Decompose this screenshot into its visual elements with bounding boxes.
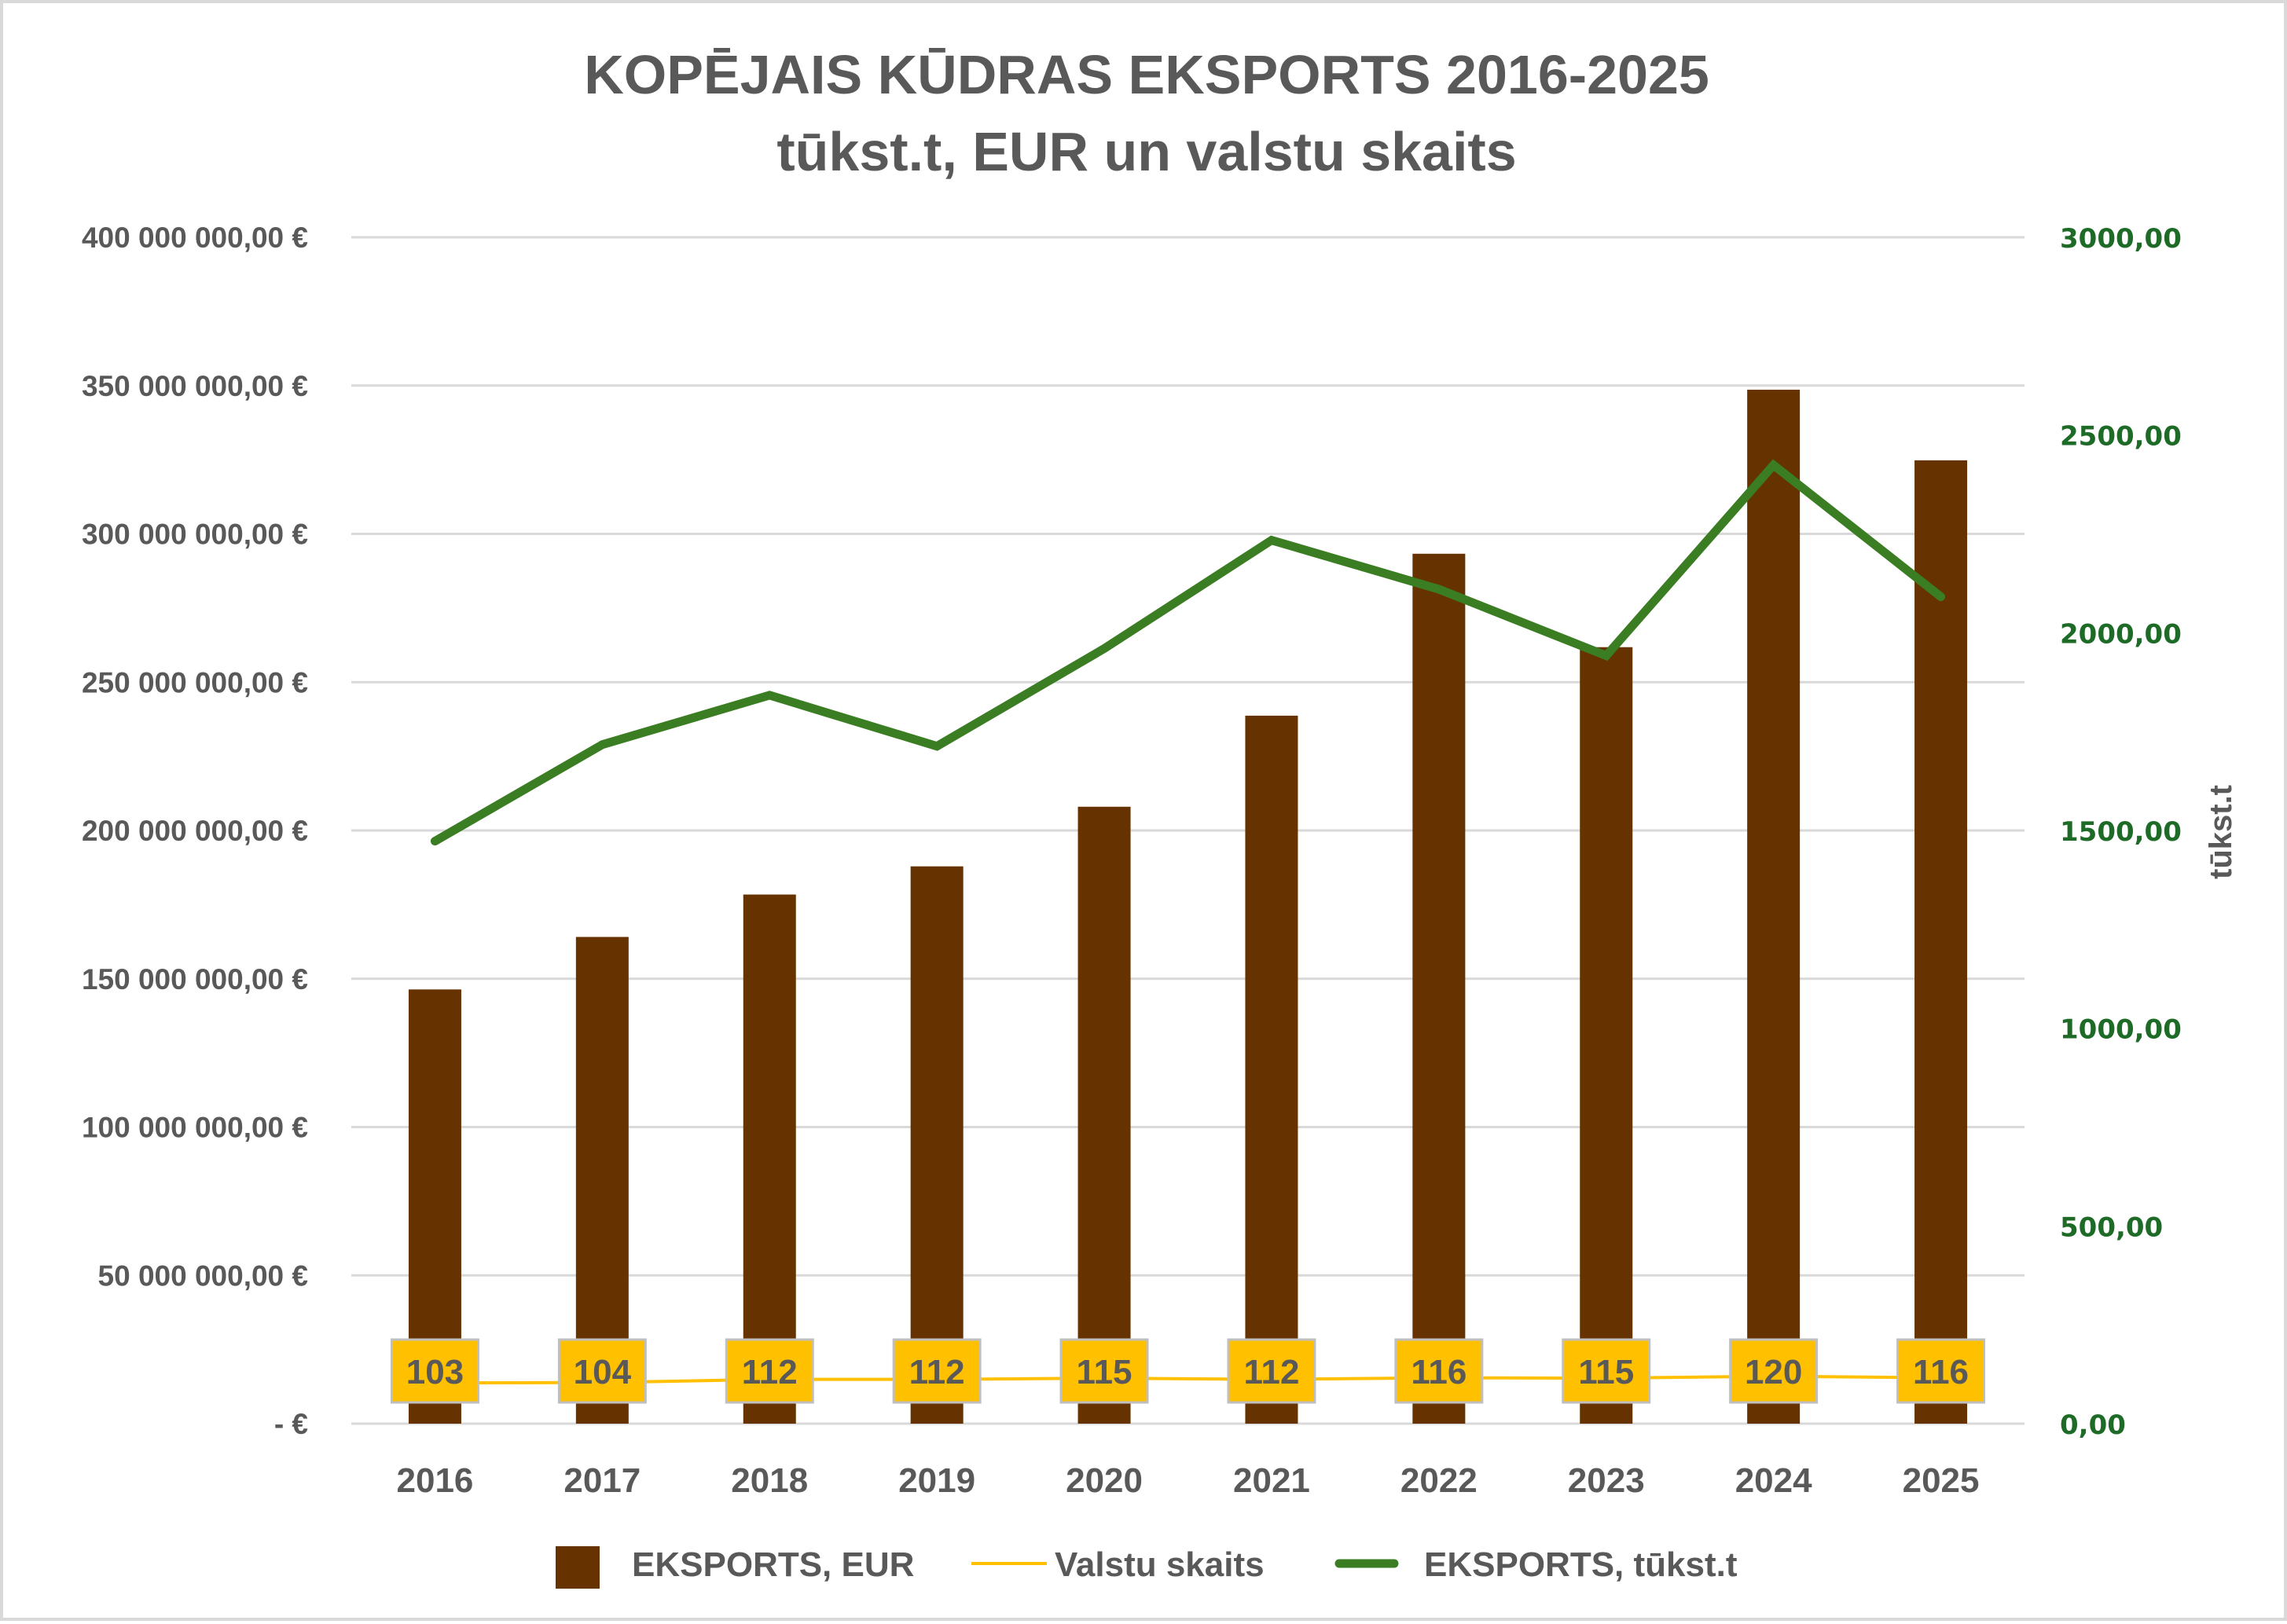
combo-chart: KOPĒJAIS KŪDRAS EKSPORTS 2016-2025 tūkst… [82,44,2238,1589]
left-axis-tick-label: - € [274,1408,308,1440]
left-axis-tick-label: 150 000 000,00 € [82,963,308,995]
bar-2023 [1580,647,1633,1424]
bar-2024 [1747,390,1801,1424]
bar-2021 [1245,715,1298,1424]
x-axis-tick-label: 2022 [1400,1461,1478,1500]
data-label: 115 [1059,1338,1149,1404]
x-axis-tick-label: 2017 [563,1461,641,1500]
data-label-text: 112 [742,1353,798,1391]
right-axis-tick-label: 0,00 [2060,1410,2126,1441]
x-axis-tick-label: 2023 [1568,1461,1645,1500]
legend-label-countries: Valstu skaits [1055,1545,1265,1584]
data-label: 115 [1562,1338,1651,1404]
data-label-text: 116 [1913,1353,1969,1391]
left-axis-tick-label: 400 000 000,00 € [82,222,308,254]
legend: EKSPORTS, EUR Valstu skaits EKSPORTS, tū… [556,1545,1738,1589]
data-label-box [1059,1338,1149,1404]
data-label-box [390,1338,479,1404]
x-axis-tick-label: 2019 [898,1461,975,1500]
data-label-box [892,1338,982,1404]
data-label-box [1394,1338,1484,1404]
left-axis-tick-label: 200 000 000,00 € [82,815,308,847]
x-axis-tick-label: 2020 [1066,1461,1143,1500]
data-label-text: 112 [909,1353,965,1391]
line-series-valstu-skaits [435,1374,1941,1385]
data-labels-valstu-skaits: 103 104 112 112 115 112 116 115 120 116 [390,1338,1986,1404]
data-label: 116 [1896,1338,1986,1404]
left-axis-tick-label: 250 000 000,00 € [82,666,308,698]
bar-series-eksports-eur [408,390,1968,1424]
data-label: 112 [1227,1338,1316,1404]
data-label-box [1729,1338,1819,1404]
data-label: 112 [725,1338,814,1404]
data-label-box [1896,1338,1986,1404]
right-axis-tick-label: 1500,00 [2060,816,2182,848]
x-axis-tick-label: 2018 [731,1461,808,1500]
gridlines [351,236,2025,1425]
x-axis-tick-label: 2025 [1903,1461,1980,1500]
data-label-box [557,1338,647,1404]
data-label-text: 120 [1745,1353,1802,1391]
data-label-box [725,1338,814,1404]
left-axis-tick-label: 300 000 000,00 € [82,519,308,551]
data-label: 120 [1729,1338,1819,1404]
left-axis: 400 000 000,00 € 350 000 000,00 € 300 000 … [82,222,308,1440]
bar-2018 [743,894,796,1424]
right-axis-tick-label: 1000,00 [2060,1014,2182,1046]
chart-subtitle: tūkst.t, EUR un valstu skaits [776,121,1516,182]
left-axis-tick-label: 50 000 000,00 € [98,1259,308,1292]
bar-2020 [1077,806,1131,1424]
left-axis-tick-label: 100 000 000,00 € [82,1112,308,1144]
x-axis: 2016 2017 2018 2019 2020 2021 2022 2023 2024 2025 [397,1461,1980,1500]
chart-title: KOPĒJAIS KŪDRAS EKSPORTS 2016-2025 [584,44,1709,105]
bar-2022 [1412,553,1466,1424]
right-axis-tick-label: 3000,00 [2060,223,2182,255]
data-label: 116 [1394,1338,1484,1404]
legend-bar-swatch-icon [556,1546,600,1589]
tonnes-line [430,459,1946,846]
line-series-eksports-tonnes [430,459,1946,846]
right-axis-tick-label: 2500,00 [2060,421,2182,453]
bar-2025 [1914,460,1968,1424]
data-label-box [1562,1338,1651,1404]
data-label-text: 104 [574,1353,632,1391]
data-label-box [1227,1338,1316,1404]
right-axis-tick-label: 2000,00 [2060,618,2182,650]
legend-label-tonnes: EKSPORTS, tūkst.t [1424,1545,1738,1584]
data-label-text: 115 [1578,1353,1634,1391]
right-axis: 3000,00 2500,00 2000,00 1500,00 1000,00 500,0… [2060,223,2182,1441]
data-label-text: 103 [406,1353,464,1391]
data-label-text: 112 [1243,1353,1299,1391]
right-axis-title: tūkst.t [2204,785,2238,879]
data-label-text: 115 [1077,1353,1132,1391]
data-label: 104 [557,1338,647,1404]
data-label: 112 [892,1338,982,1404]
x-axis-tick-label: 2021 [1233,1461,1310,1500]
data-label-text: 116 [1411,1353,1467,1391]
legend-label-eur: EKSPORTS, EUR [632,1545,914,1584]
left-axis-tick-label: 350 000 000,00 € [82,370,308,402]
bar-2019 [910,866,964,1424]
x-axis-tick-label: 2024 [1735,1461,1812,1500]
right-axis-tick-label: 500,00 [2060,1212,2163,1243]
data-label: 103 [390,1338,479,1404]
x-axis-tick-label: 2016 [397,1461,474,1500]
countries-line [435,1374,1941,1385]
